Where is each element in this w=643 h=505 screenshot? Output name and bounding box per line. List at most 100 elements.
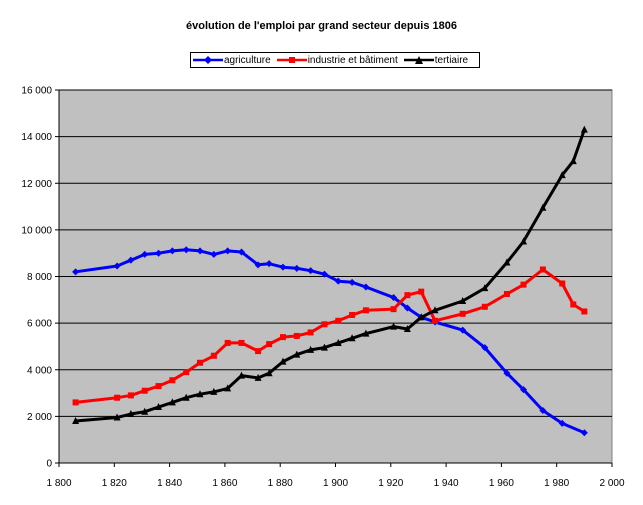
data-point-agriculture: [265, 260, 273, 268]
data-point-agriculture: [254, 261, 262, 269]
data-point-tertiaire: [417, 313, 425, 321]
x-tick-label: 1 800: [46, 478, 71, 489]
data-point-tertiaire: [569, 157, 577, 165]
data-point-agriculture: [403, 304, 411, 312]
y-tick-label: 2 000: [27, 412, 52, 423]
data-point-industrie: [307, 329, 314, 336]
data-point-agriculture: [558, 419, 566, 427]
data-point-industrie: [335, 317, 342, 324]
data-point-tertiaire: [348, 334, 356, 342]
legend-item-tertiaire: tertiaire: [403, 54, 469, 66]
data-point-agriculture: [210, 250, 218, 258]
data-point-tertiaire: [254, 373, 262, 381]
data-point-industrie: [321, 321, 328, 328]
data-point-industrie: [238, 339, 245, 346]
data-point-tertiaire: [520, 237, 528, 245]
data-point-agriculture: [279, 263, 287, 271]
data-point-agriculture: [168, 247, 176, 255]
data-point-industrie: [570, 301, 577, 308]
legend-label-tertiaire: tertiaire: [434, 54, 469, 66]
legend-item-industrie: industrie et bâtiment: [276, 54, 398, 66]
data-point-agriculture: [362, 283, 370, 291]
data-point-agriculture: [113, 262, 121, 270]
data-point-agriculture: [196, 247, 204, 255]
x-tick-label: 1 900: [323, 478, 348, 489]
data-point-tertiaire: [279, 357, 287, 365]
legend-label-industrie: industrie et bâtiment: [307, 54, 398, 66]
data-point-agriculture: [390, 293, 398, 301]
data-point-tertiaire: [224, 384, 232, 392]
data-point-industrie: [279, 334, 286, 341]
data-point-industrie: [520, 281, 527, 288]
legend-label-agriculture: agriculture: [224, 54, 271, 66]
data-point-industrie: [390, 306, 397, 313]
y-tick-label: 10 000: [21, 225, 52, 236]
y-tick-label: 12 000: [21, 179, 52, 190]
x-tick-label: 1 940: [434, 478, 459, 489]
data-point-agriculture: [320, 270, 328, 278]
data-point-tertiaire: [293, 350, 301, 358]
x-tick-label: 1 860: [212, 478, 237, 489]
x-tick-label: 1 960: [489, 478, 514, 489]
data-point-industrie: [183, 369, 190, 376]
data-point-industrie: [432, 317, 439, 324]
x-tick-label: 1 840: [157, 478, 182, 489]
legend: agriculture industrie et bâtiment tertia…: [190, 52, 480, 68]
data-point-industrie: [197, 359, 204, 366]
data-point-agriculture: [141, 250, 149, 258]
data-point-industrie: [224, 339, 231, 346]
data-point-tertiaire: [307, 345, 315, 353]
data-point-agriculture: [334, 277, 342, 285]
data-point-tertiaire: [182, 393, 190, 401]
data-point-agriculture: [348, 278, 356, 286]
chart-title: évolution de l'emploi par grand secteur …: [186, 20, 457, 32]
data-point-tertiaire: [539, 203, 547, 211]
data-point-agriculture: [224, 247, 232, 255]
data-point-tertiaire: [320, 343, 328, 351]
data-point-tertiaire: [403, 324, 411, 332]
data-point-agriculture: [127, 256, 135, 264]
data-point-tertiaire: [237, 371, 245, 379]
x-tick-label: 1 820: [102, 478, 127, 489]
data-point-agriculture: [237, 248, 245, 256]
data-point-industrie: [418, 288, 425, 295]
data-point-agriculture: [539, 407, 547, 415]
x-tick-label: 1 880: [268, 478, 293, 489]
legend-item-agriculture: agriculture: [193, 54, 271, 66]
data-point-tertiaire: [210, 387, 218, 395]
y-tick-label: 14 000: [21, 132, 52, 143]
data-point-industrie: [559, 280, 566, 287]
data-point-tertiaire: [196, 390, 204, 398]
data-point-agriculture: [580, 429, 588, 437]
data-point-industrie: [349, 311, 356, 318]
data-point-tertiaire: [168, 398, 176, 406]
data-point-industrie: [581, 308, 588, 315]
x-tick-label: 2 000: [599, 478, 624, 489]
data-point-tertiaire: [431, 306, 439, 314]
data-point-tertiaire: [580, 125, 588, 133]
data-point-tertiaire: [113, 413, 121, 421]
data-point-industrie: [114, 394, 121, 401]
data-point-tertiaire: [503, 258, 511, 266]
data-point-tertiaire: [265, 369, 273, 377]
data-point-tertiaire: [362, 329, 370, 337]
data-point-industrie: [503, 290, 510, 297]
data-point-industrie: [169, 377, 176, 384]
data-point-industrie: [210, 352, 217, 359]
series-line-tertiaire: [75, 129, 586, 423]
x-tick-label: 1 980: [544, 478, 569, 489]
data-point-tertiaire: [459, 296, 467, 304]
data-point-tertiaire: [72, 417, 80, 425]
data-point-industrie: [459, 310, 466, 317]
data-point-industrie: [127, 392, 134, 399]
data-point-agriculture: [503, 369, 511, 377]
data-point-agriculture: [182, 246, 190, 254]
data-point-tertiaire: [127, 410, 135, 418]
data-point-industrie: [141, 387, 148, 394]
legend-swatch-tertiaire: [403, 56, 434, 64]
data-point-industrie: [155, 383, 162, 390]
data-point-tertiaire: [141, 407, 149, 415]
data-point-agriculture: [155, 249, 163, 257]
data-point-tertiaire: [155, 403, 163, 411]
